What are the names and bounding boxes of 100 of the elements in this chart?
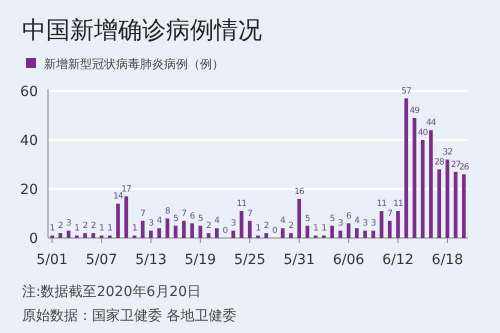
data-label: 11 [236,199,247,210]
data-label: 1 [99,224,104,234]
text: 注:数据截至2020年6月20日 [22,284,202,300]
chart-title: 中国新增确诊病例情况 [22,16,262,44]
data-label: 57 [401,86,412,96]
x-tick-label: 5/25 [234,252,266,268]
x-tick-label: 6/18 [432,252,464,268]
data-label: 1 [313,224,318,234]
data-label: 3 [338,218,343,229]
bar [240,211,244,238]
bar [396,211,400,238]
bar [157,228,162,238]
y-tick-label: 40 [20,133,38,149]
bar [166,218,170,238]
bar [380,211,384,238]
data-label: 0 [222,226,228,236]
data-label: 3 [230,218,236,229]
bar [297,198,302,238]
x-tick-label: 5/31 [283,252,315,268]
data-label: 0 [272,226,278,236]
data-label: 44 [426,118,436,128]
bar [214,228,219,238]
text: 原始数据：国家卫健委 各地卫健委 [22,308,236,324]
bar [429,130,433,238]
y-tick-label: 60 [20,84,38,100]
bar [388,220,392,238]
data-label: 8 [165,206,170,216]
data-label: 11 [393,199,403,210]
data-label: 5 [305,214,310,224]
bar [248,220,252,238]
data-label: 32 [442,148,452,158]
bar [66,230,70,238]
data-label: 16 [294,186,304,197]
bar [190,223,194,238]
bar [437,169,442,238]
data-label: 1 [50,224,55,234]
bar [420,140,425,238]
bar [404,98,408,238]
bar [83,233,87,238]
bar [462,174,466,238]
data-label: 1 [107,224,112,234]
data-label: 5 [198,214,203,224]
data-label: 2 [264,221,269,232]
x-tick-label: 5/19 [184,252,216,268]
bar [454,172,458,238]
data-label: 4 [214,216,220,226]
y-tick-label: 20 [20,182,38,198]
bar [58,233,62,238]
data-label: 1 [132,224,138,234]
data-label: 11 [376,199,387,210]
bar [354,228,359,238]
data-label: 5 [330,214,335,224]
data-label: 27 [450,160,461,170]
data-label: 17 [121,184,132,194]
x-tick-label: 5/07 [86,252,118,268]
data-label: 14 [113,192,123,202]
x-tick-label: 5/13 [135,252,167,268]
bar [124,196,128,238]
bar [116,204,120,238]
data-label: 40 [418,128,428,138]
data-label: 4 [156,216,162,226]
data-label: 7 [387,208,392,219]
x-tick-label: 6/06 [332,252,364,268]
data-label: 5 [173,214,178,224]
data-label: 1 [321,224,326,234]
data-label: 28 [434,157,444,168]
legend-label: 新增新型冠状病毒肺炎病例（例） [44,57,224,71]
bar [198,226,202,238]
bar [330,226,334,238]
data-label: 7 [140,208,146,219]
bar [206,233,210,238]
bar [149,230,153,238]
data-label: 4 [354,216,360,226]
bar [446,160,450,238]
data-label: 2 [90,221,96,232]
data-label: 1 [74,224,80,234]
data-label: 3 [66,218,72,229]
data-label: 49 [410,106,420,116]
bar [289,233,293,238]
bar [371,230,376,238]
data-label: 1 [256,224,261,234]
data-label: 7 [247,208,252,219]
bar [280,228,285,238]
bar [174,226,178,238]
data-label: 2 [206,221,212,232]
data-label: 3 [362,218,368,229]
data-label: 3 [148,218,154,229]
x-tick-label: 6/12 [382,252,414,268]
data-label: 6 [346,211,352,222]
data-label: 4 [280,216,286,226]
bar [231,230,236,238]
bar [412,118,416,238]
data-label: 6 [190,211,195,222]
bar [91,233,96,238]
bar [140,220,145,238]
bar [338,230,342,238]
data-label: 26 [459,162,469,172]
x-tick-label: 5/01 [36,252,68,268]
data-label: 2 [82,221,88,232]
data-label: 3 [370,218,376,229]
